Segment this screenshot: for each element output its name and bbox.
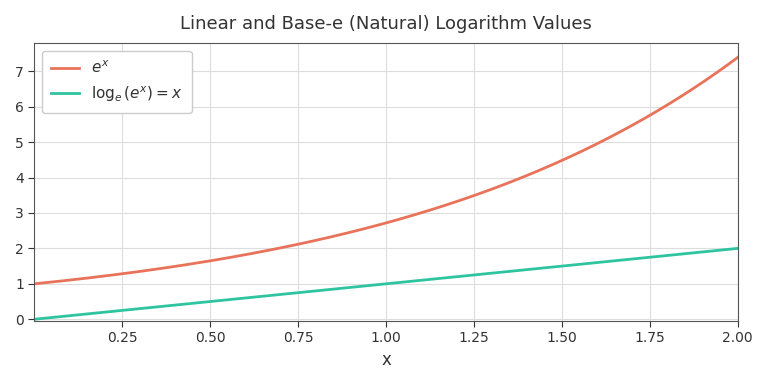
Title: Linear and Base-e (Natural) Logarithm Values: Linear and Base-e (Natural) Logarithm Va… bbox=[180, 15, 592, 33]
Legend: $e^x$, $\log_e(e^x) = x$: $e^x$, $\log_e(e^x) = x$ bbox=[42, 51, 191, 113]
X-axis label: x: x bbox=[381, 351, 391, 369]
